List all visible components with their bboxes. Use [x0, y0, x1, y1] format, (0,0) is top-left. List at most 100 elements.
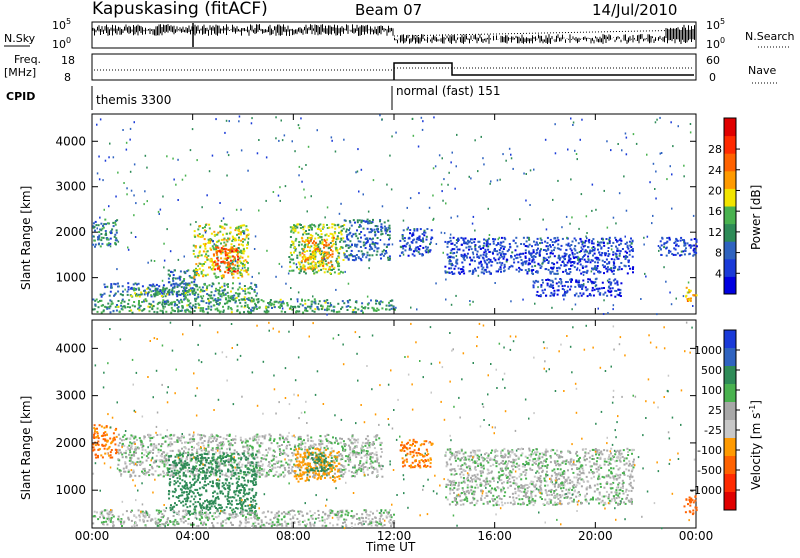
power-cell — [380, 300, 382, 302]
power-cell — [319, 300, 321, 302]
power-cell — [323, 247, 325, 249]
power-cell — [158, 285, 160, 287]
velocity-cell — [367, 469, 369, 471]
power-cell — [497, 253, 499, 255]
power-cell — [327, 257, 329, 259]
velocity-cell — [222, 455, 224, 457]
power-cell — [179, 284, 181, 286]
power-cell — [575, 239, 577, 241]
power-cell — [323, 244, 325, 246]
velocity-cell — [163, 463, 165, 465]
velocity-cell — [340, 464, 342, 466]
power-cell — [533, 249, 535, 251]
power-cell — [312, 251, 314, 253]
velocity-cell — [95, 457, 97, 459]
power-noise-cell — [448, 172, 450, 174]
velocity-cell — [106, 434, 108, 436]
power-cell — [171, 307, 173, 309]
power-cell — [514, 255, 516, 257]
power-cell — [208, 306, 210, 308]
power-cell — [594, 253, 596, 255]
power-cell — [601, 254, 603, 256]
velocity-cell — [361, 457, 363, 459]
power-cell — [556, 273, 558, 275]
power-cell — [159, 293, 161, 295]
power-noise-cell — [441, 232, 443, 234]
power-cell — [216, 257, 218, 259]
power-cell — [613, 270, 615, 272]
power-cell — [631, 249, 633, 251]
power-noise-cell — [344, 271, 346, 273]
power-cell — [482, 247, 484, 249]
power-cell — [299, 254, 301, 256]
velocity-cell — [106, 448, 108, 450]
power-noise-cell — [298, 124, 300, 126]
power-cell — [206, 259, 208, 261]
power-noise-cell — [571, 216, 573, 218]
power-cell — [360, 310, 362, 312]
power-cell — [449, 237, 451, 239]
power-cell — [587, 295, 589, 297]
power-cell — [246, 247, 248, 249]
power-cell — [585, 286, 587, 288]
velocity-cell — [358, 464, 360, 466]
power-cell — [500, 271, 502, 273]
power-cell — [313, 261, 315, 263]
power-noise-cell — [143, 203, 145, 205]
power-cell — [205, 248, 207, 250]
power-cell — [358, 256, 360, 258]
power-noise-cell — [97, 172, 99, 174]
power-cell — [140, 305, 142, 307]
power-y-axis-label: Slant Range [km] — [19, 186, 33, 290]
power-noise-cell — [335, 289, 337, 291]
power-cell — [494, 259, 496, 261]
power-noise-cell — [331, 136, 333, 138]
power-cell — [206, 289, 208, 291]
power-noise-cell — [308, 146, 310, 148]
power-cell — [525, 263, 527, 265]
power-cell — [491, 261, 493, 263]
power-cell — [554, 247, 556, 249]
power-cell — [310, 256, 312, 258]
power-cell — [523, 237, 525, 239]
velocity-cell — [149, 440, 151, 442]
power-cell — [504, 264, 506, 266]
power-cell — [663, 246, 665, 248]
power-cell — [174, 301, 176, 303]
power-noise-cell — [416, 308, 418, 310]
power-cell — [302, 252, 304, 254]
power-cell — [194, 310, 196, 312]
power-noise-cell — [93, 236, 95, 238]
power-cell — [345, 231, 347, 233]
power-cell — [193, 277, 195, 279]
power-cell — [516, 254, 518, 256]
power-cell — [235, 292, 237, 294]
velocity-cell — [111, 441, 113, 443]
power-cell — [528, 258, 530, 260]
power-noise-cell — [104, 209, 106, 211]
velocity-cell — [129, 460, 131, 462]
power-cell — [122, 294, 124, 296]
power-cell — [221, 227, 223, 229]
power-cell — [384, 226, 386, 228]
velocity-cell — [170, 438, 172, 440]
power-cell — [483, 239, 485, 241]
power-noise-cell — [666, 178, 668, 180]
power-cell — [310, 253, 312, 255]
power-noise-cell — [358, 191, 360, 193]
power-cell — [598, 272, 600, 274]
velocity-cell — [240, 437, 242, 439]
power-cell — [290, 236, 292, 238]
power-cell — [629, 254, 631, 256]
power-cell — [138, 283, 140, 285]
power-cell — [229, 256, 231, 258]
power-noise-cell — [410, 197, 412, 199]
power-noise-cell — [573, 122, 575, 124]
power-cell — [337, 303, 339, 305]
power-noise-cell — [577, 267, 579, 269]
velocity-cell — [310, 445, 312, 447]
power-cell — [207, 274, 209, 276]
power-cell — [112, 222, 114, 224]
power-cell — [449, 256, 451, 258]
power-cell — [290, 252, 292, 254]
